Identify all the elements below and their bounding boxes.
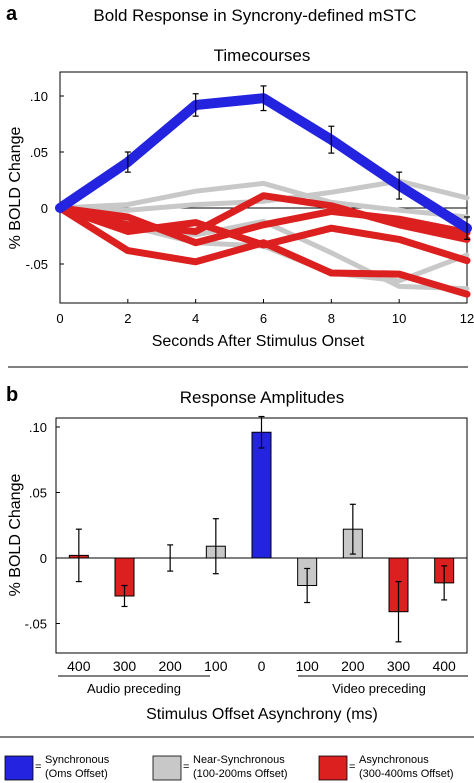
x-tick-label: 4 [192,311,199,326]
panel-a-letter: a [6,3,18,25]
legend-near-synchronous-label: Near-Synchronous [193,754,285,766]
series-line-asynchronous-7 [56,204,471,298]
x-tick-label: 200 [158,658,182,674]
error-bar [304,567,311,604]
legend-asynchronous-swatch [318,755,348,781]
legend-near-synchronous-equals: = [183,761,189,773]
error-bar [395,580,402,643]
y-tick-label: 0 [41,201,48,216]
x-tick-label: 200 [341,658,365,674]
x-tick-label: 0 [56,311,63,326]
error-bar [212,518,219,575]
chart-a-title: Timecourses [214,46,311,65]
chart-a-y-tick-labels: .10 .05 0 -.05 [26,89,48,272]
chart-a-x-tick-labels: 0 2 4 6 8 10 12 [56,311,474,326]
chart-b-error-bars [75,415,448,643]
error-bar [167,544,174,572]
chart-b-x-tick-labels: 400 300 200 100 0 100 200 300 400 [67,658,456,674]
error-bar [258,415,265,449]
error-bar [396,171,403,200]
chart-a-error-bars [124,85,470,240]
legend-near-synchronous-swatch [152,755,182,781]
y-tick-label: -.05 [26,257,48,272]
x-tick-label: 0 [258,658,266,674]
chart-a-series [55,93,472,298]
audio-preceding-label: Audio preceding [87,681,181,696]
legend-asynchronous-sublabel: (300-400ms Offset) [359,768,454,780]
legend-synchronous-swatch [4,755,34,781]
error-bar [328,125,335,154]
x-tick-label: 400 [432,658,456,674]
x-tick-label: 2 [124,311,131,326]
error-bar [464,216,470,240]
series-line-asynchronous-5 [56,192,471,243]
x-tick-label: 12 [460,311,474,326]
error-bar [441,565,448,601]
legend-synchronous-equals: = [35,761,41,773]
series-line-asynchronous-4 [56,204,471,247]
x-tick-label: 300 [387,658,411,674]
legend-asynchronous-equals: = [349,761,355,773]
series-line-near-synchronous-0 [57,180,470,220]
legend-synchronous-label: Synchronous [45,754,110,766]
error-bar [192,93,199,117]
y-tick-label: .05 [29,486,47,501]
figure-title: Bold Response in Syncrony-defined mSTC [93,6,416,25]
chart-b-ylabel: % BOLD Change [7,474,24,597]
x-tick-label: 8 [328,311,335,326]
legend: = Synchronous (Oms Offset) = Near-Synchr… [4,754,454,781]
chart-a-xlabel: Seconds After Stimulus Onset [152,333,365,350]
error-bar [260,85,267,112]
x-tick-label: 400 [67,658,91,674]
legend-synchronous-sublabel: (Oms Offset) [45,768,108,780]
error-bar [124,151,131,173]
error-bar [75,528,82,583]
bar-0-4 [251,431,272,559]
legend-near-synchronous-sublabel: (100-200ms Offset) [193,768,288,780]
legend-asynchronous-label: Asynchronous [359,754,429,766]
x-tick-label: 100 [204,658,228,674]
error-bar [121,584,128,608]
panel-b-letter: b [6,384,18,406]
video-preceding-label: Video preceding [332,681,426,696]
error-bar [349,503,356,555]
y-tick-label: 0 [40,551,47,566]
x-tick-label: 100 [295,658,319,674]
x-tick-label: 6 [260,311,267,326]
chart-b-title: Response Amplitudes [180,388,344,407]
chart-b-bars [68,431,455,613]
y-tick-label: .10 [29,420,47,435]
chart-a-ylabel: % BOLD Change [7,127,24,250]
x-tick-label: 10 [392,311,406,326]
x-tick-label: 300 [113,658,137,674]
chart-b-y-tick-labels: .10 .05 0 -.05 [25,420,60,632]
chart-b-xlabel: Stimulus Offset Asynchrony (ms) [146,706,378,723]
y-tick-label: .10 [30,89,48,104]
y-tick-label: -.05 [25,617,47,632]
y-tick-label: .05 [30,145,48,160]
